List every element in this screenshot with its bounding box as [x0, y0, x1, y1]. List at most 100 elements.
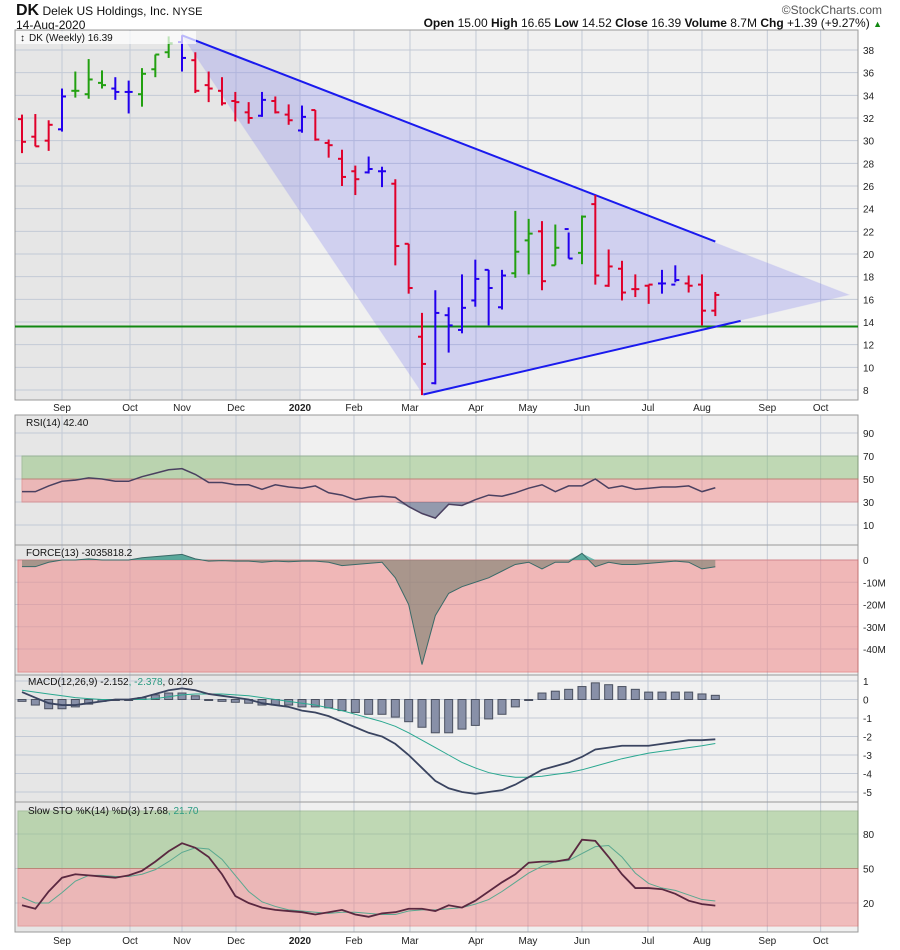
macd-histogram-bar [564, 688, 574, 701]
price-panel-title: DK (Weekly) 16.39 [29, 33, 113, 44]
ohlc-bar [577, 215, 586, 265]
y-tick-label: 8 [863, 386, 869, 397]
exchange: NYSE [172, 6, 203, 18]
ohlc-bar [671, 265, 680, 286]
rsi-line [22, 467, 716, 519]
x-tick-label-bottom: Jul [642, 936, 655, 947]
x-tick-label-bottom: Sep [758, 936, 776, 947]
macd-histogram-bar [524, 699, 534, 701]
y-tick-label: -4 [863, 770, 872, 781]
ohlc-bar [604, 249, 613, 287]
macd-histogram-bar [510, 699, 520, 708]
y-tick-label: -5 [863, 788, 872, 799]
y-tick-label: 26 [863, 182, 875, 193]
ohlc-bar [271, 96, 280, 114]
ohlc-bar [457, 274, 466, 334]
close-value: 16.39 [651, 16, 682, 30]
ohlc-bar [431, 290, 440, 385]
change-label: Chg [760, 16, 784, 30]
ohlc-bar [471, 259, 480, 307]
x-tick-label-bottom: Nov [173, 936, 191, 947]
ohlc-bar [311, 109, 320, 141]
overbought-band [17, 810, 859, 869]
x-tick-label: Sep [758, 403, 776, 414]
sto-panel-title: Slow STO %K(14) %D(3) 17.68, 21.70 [28, 806, 199, 817]
y-tick-label: 80 [863, 830, 875, 841]
macd-histogram-bar [697, 693, 707, 701]
x-tick-label-bottom: Oct [813, 936, 829, 947]
macd-histogram-bar [30, 699, 40, 706]
x-tick-label-bottom: Mar [401, 936, 419, 947]
low-value: 14.52 [581, 16, 612, 30]
x-tick-label: 2020 [289, 403, 312, 414]
ohlc-bar [364, 156, 373, 174]
ticker-symbol: DK [16, 2, 40, 19]
macd-histogram-bar [204, 699, 214, 701]
x-tick-label: Dec [227, 403, 245, 414]
ohlc-bar [204, 71, 213, 103]
volume-label: Volume [684, 16, 727, 30]
ohlc-bar [71, 71, 80, 98]
ohlc-bar [497, 269, 506, 310]
up-arrow-icon: ▲ [873, 19, 882, 29]
macd-signal-line [21, 689, 716, 778]
macd-histogram-bar [617, 686, 627, 700]
x-tick-label: May [519, 403, 538, 414]
x-tick-label-bottom: Apr [468, 936, 484, 947]
ohlc-bar [697, 274, 706, 326]
rsi-panel: 90 70 50 30 10 [14, 414, 875, 546]
ohlc-bar [191, 52, 200, 94]
x-tick-label: Feb [345, 403, 363, 414]
ohlc-bar [631, 274, 640, 298]
ohlc-bar [297, 105, 306, 133]
ohlc-bar [484, 268, 493, 326]
ohlc-bar [351, 165, 360, 196]
macd-panel-title: MACD(12,26,9) -2.152, -2.378, 0.226 [28, 677, 194, 688]
macd-line [21, 687, 716, 795]
y-tick-label: 12 [863, 341, 875, 352]
title-line: DK Delek US Holdings, Inc. NYSE [16, 2, 203, 20]
ohlc-bar [231, 91, 240, 122]
macd-signal-value: -2.378 [134, 677, 163, 688]
force-line [22, 552, 716, 665]
y-tick-label: 14 [863, 318, 875, 329]
macd-histogram-bar [177, 692, 187, 701]
macd-histogram-bar [217, 699, 227, 702]
macd-histogram-bar [324, 699, 334, 709]
chart-date: 14-Aug-2020 [16, 18, 86, 32]
ohlc-bar [31, 114, 40, 148]
macd-histogram-bar [350, 699, 360, 713]
y-tick-label: -2 [863, 733, 872, 744]
macd-histogram-bar [390, 699, 400, 718]
macd-histogram-bar [604, 684, 614, 701]
y-tick-label: 1 [863, 677, 869, 688]
force-panel-title: FORCE(13) -3035818.2 [26, 548, 133, 559]
macd-histogram-bar [537, 692, 547, 701]
ohlc-bar [404, 242, 413, 294]
macd-histogram-bar [657, 691, 667, 700]
macd-histogram-bar [710, 694, 720, 700]
x-tick-label-bottom: Dec [227, 936, 245, 947]
ohlc-bar [124, 80, 133, 114]
rsi-panel-title: RSI(14) 42.40 [26, 418, 89, 429]
quote-line: Open 15.00 High 16.65 Low 14.52 Close 16… [424, 16, 882, 30]
y-tick-label: 0 [863, 556, 869, 567]
y-tick-label: 0 [863, 696, 869, 707]
macd-value: -2.152 [100, 677, 129, 688]
x-tick-label: Apr [468, 403, 484, 414]
macd-histogram-bar [577, 686, 587, 700]
y-tick-label: 22 [863, 227, 875, 238]
x-tick-label: Mar [401, 403, 419, 414]
macd-histogram-bar [430, 699, 440, 734]
x-tick-label: Jun [574, 403, 590, 414]
ohlc-bar [151, 53, 160, 78]
y-tick-label: 18 [863, 273, 875, 284]
ohlc-bar [244, 102, 253, 124]
y-tick-label: -30M [863, 623, 886, 634]
macd-histogram-bar [644, 691, 654, 700]
x-tick-label: Oct [813, 403, 829, 414]
y-tick-label: 10 [863, 521, 875, 532]
stochastic-panel: 80 50 20 [14, 801, 875, 933]
oversold-band [21, 478, 859, 503]
